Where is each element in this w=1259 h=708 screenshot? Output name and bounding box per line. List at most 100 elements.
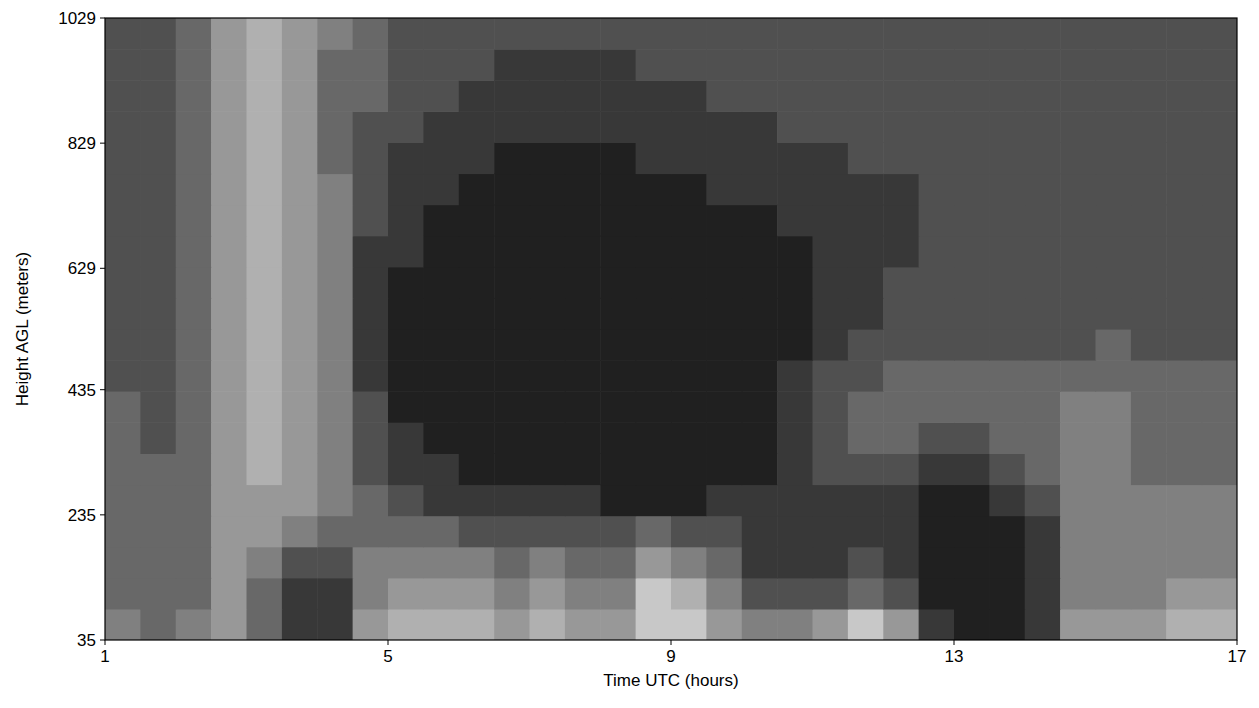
cell [848, 80, 884, 112]
cell [140, 142, 176, 174]
cell [742, 174, 778, 206]
cell [600, 453, 636, 485]
cell [1096, 422, 1132, 454]
cell [742, 267, 778, 299]
cell [1096, 298, 1132, 330]
cell [459, 485, 495, 517]
cell [247, 18, 283, 50]
cell [883, 174, 919, 206]
cell [282, 578, 318, 610]
cell [530, 142, 566, 174]
cell [423, 236, 459, 268]
cell [706, 298, 742, 330]
cell [388, 267, 424, 299]
cell [388, 360, 424, 392]
cell [176, 49, 212, 81]
cell [954, 111, 990, 143]
cell [105, 609, 141, 640]
cell [1131, 329, 1167, 361]
cell [1131, 360, 1167, 392]
cell [530, 391, 566, 423]
cell [105, 516, 141, 548]
cell [565, 49, 601, 81]
cell [105, 236, 141, 268]
cell [423, 174, 459, 206]
x-tick-label: 9 [666, 647, 675, 666]
cell [211, 422, 247, 454]
cell [105, 142, 141, 174]
cell [777, 391, 813, 423]
cell [423, 360, 459, 392]
cell [636, 609, 672, 640]
cell [423, 49, 459, 81]
cell [989, 142, 1025, 174]
cell [530, 267, 566, 299]
cell [565, 422, 601, 454]
cell [1131, 516, 1167, 548]
cell [989, 516, 1025, 548]
cell [1025, 360, 1061, 392]
cell [494, 547, 530, 579]
cell [671, 547, 707, 579]
cell [1166, 174, 1202, 206]
cell [282, 236, 318, 268]
cell [883, 18, 919, 50]
cell [1166, 205, 1202, 237]
cell [388, 485, 424, 517]
cell [883, 267, 919, 299]
cell [1060, 298, 1096, 330]
cell [1202, 142, 1237, 174]
cell [883, 485, 919, 517]
cell [176, 485, 212, 517]
cell [105, 174, 141, 206]
cell [954, 142, 990, 174]
cell [813, 422, 849, 454]
cell [600, 422, 636, 454]
cell [742, 578, 778, 610]
cell [317, 547, 353, 579]
cell [1131, 578, 1167, 610]
cell [883, 329, 919, 361]
cell [636, 267, 672, 299]
cell [530, 453, 566, 485]
cell [919, 485, 955, 517]
y-tick-label: 235 [68, 506, 96, 525]
cell [1096, 18, 1132, 50]
cell [353, 578, 389, 610]
cell [282, 142, 318, 174]
cell [388, 49, 424, 81]
cell [883, 609, 919, 640]
cell [459, 329, 495, 361]
cell [530, 49, 566, 81]
cell [1060, 485, 1096, 517]
cell [636, 142, 672, 174]
cell [1096, 111, 1132, 143]
cell [954, 174, 990, 206]
cell [140, 609, 176, 640]
cell [671, 485, 707, 517]
cell [742, 360, 778, 392]
cell [105, 49, 141, 81]
cell [919, 142, 955, 174]
cell [1202, 422, 1237, 454]
cell [494, 142, 530, 174]
cell [706, 80, 742, 112]
cell [600, 18, 636, 50]
cell [989, 267, 1025, 299]
cell [423, 547, 459, 579]
cell [1025, 236, 1061, 268]
cell [459, 49, 495, 81]
cell [211, 578, 247, 610]
cell [883, 205, 919, 237]
cell [247, 267, 283, 299]
cell [530, 609, 566, 640]
cell [176, 360, 212, 392]
cell [636, 422, 672, 454]
cell [989, 174, 1025, 206]
cell [1131, 547, 1167, 579]
cell [919, 267, 955, 299]
cell [247, 485, 283, 517]
cell [317, 516, 353, 548]
cell [565, 80, 601, 112]
cell [989, 453, 1025, 485]
